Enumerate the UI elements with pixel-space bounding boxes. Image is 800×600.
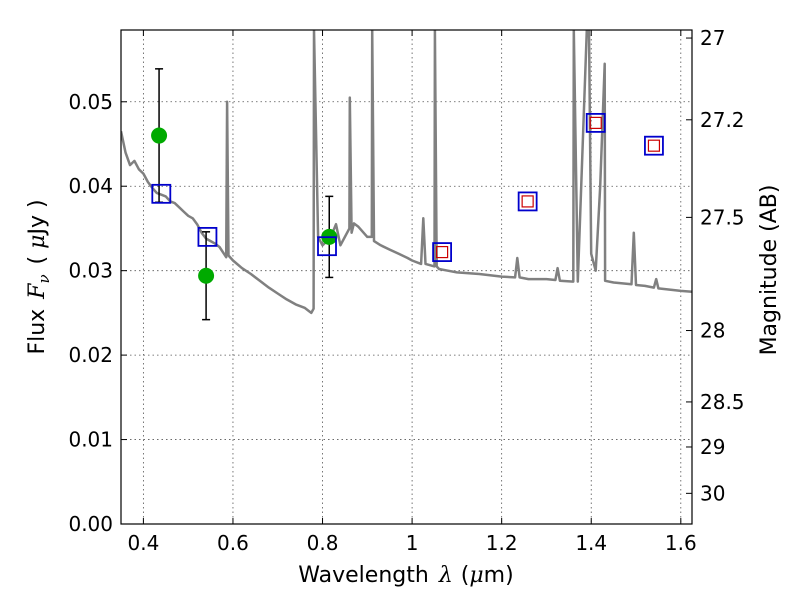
y2-axis-label: Magnitude (AB) <box>757 185 782 356</box>
axis-ticks: 0.4 0.6 0.8 1 1.2 1.4 1.6 0.00 0.01 0.02 0.03 0.04 0… <box>68 26 744 555</box>
observed-flux-point <box>151 127 168 144</box>
data-series <box>121 30 692 321</box>
model-photometry-square <box>432 242 453 262</box>
model-photometry-inner-square <box>589 116 602 129</box>
y2-tick-label: 28 <box>700 319 725 343</box>
x-tick-label: 1 <box>406 531 419 555</box>
y-tick-label: 0.05 <box>68 90 113 114</box>
y-tick-label: 0.02 <box>68 343 113 367</box>
x-axis-label: Wavelength λ (μm) <box>298 563 513 588</box>
model-photometry-square <box>644 135 664 156</box>
model-photometry-square <box>585 112 606 133</box>
x-tick-label: 1.6 <box>665 531 697 555</box>
plot-frame <box>120 29 693 525</box>
y2-tick-label: 30 <box>700 481 725 505</box>
model-photometry-square <box>317 236 337 257</box>
y-tick-label: 0.01 <box>68 428 113 452</box>
model-spectrum-line <box>121 30 692 315</box>
y2-tick-label: 28.5 <box>700 390 745 414</box>
y2-tick-label: 27.5 <box>700 205 745 229</box>
model-photometry-square <box>197 226 218 247</box>
y-axis-label: FluxFν( μJy ) <box>25 199 53 354</box>
y2-tick-label: 27.2 <box>700 108 745 132</box>
observed-flux-point <box>198 267 215 284</box>
x-tick-label: 0.8 <box>307 531 339 555</box>
model-photometry-inner-square <box>647 139 661 152</box>
x-tick-label: 1.2 <box>486 531 518 555</box>
model-photometry-square <box>151 183 172 204</box>
y-tick-label: 0.03 <box>68 259 113 283</box>
y2-tick-label: 29 <box>700 435 725 459</box>
model-photometry-inner-square <box>436 245 449 259</box>
y-tick-label: 0.00 <box>68 512 113 536</box>
x-tick-label: 0.4 <box>127 531 159 555</box>
x-tick-label: 1.4 <box>575 531 607 555</box>
model-photometry-square <box>517 191 538 212</box>
model-photometry-inner-square <box>521 195 534 208</box>
y-tick-label: 0.04 <box>68 174 113 198</box>
y2-tick-label: 27 <box>700 26 725 50</box>
x-tick-label: 0.6 <box>217 531 249 555</box>
